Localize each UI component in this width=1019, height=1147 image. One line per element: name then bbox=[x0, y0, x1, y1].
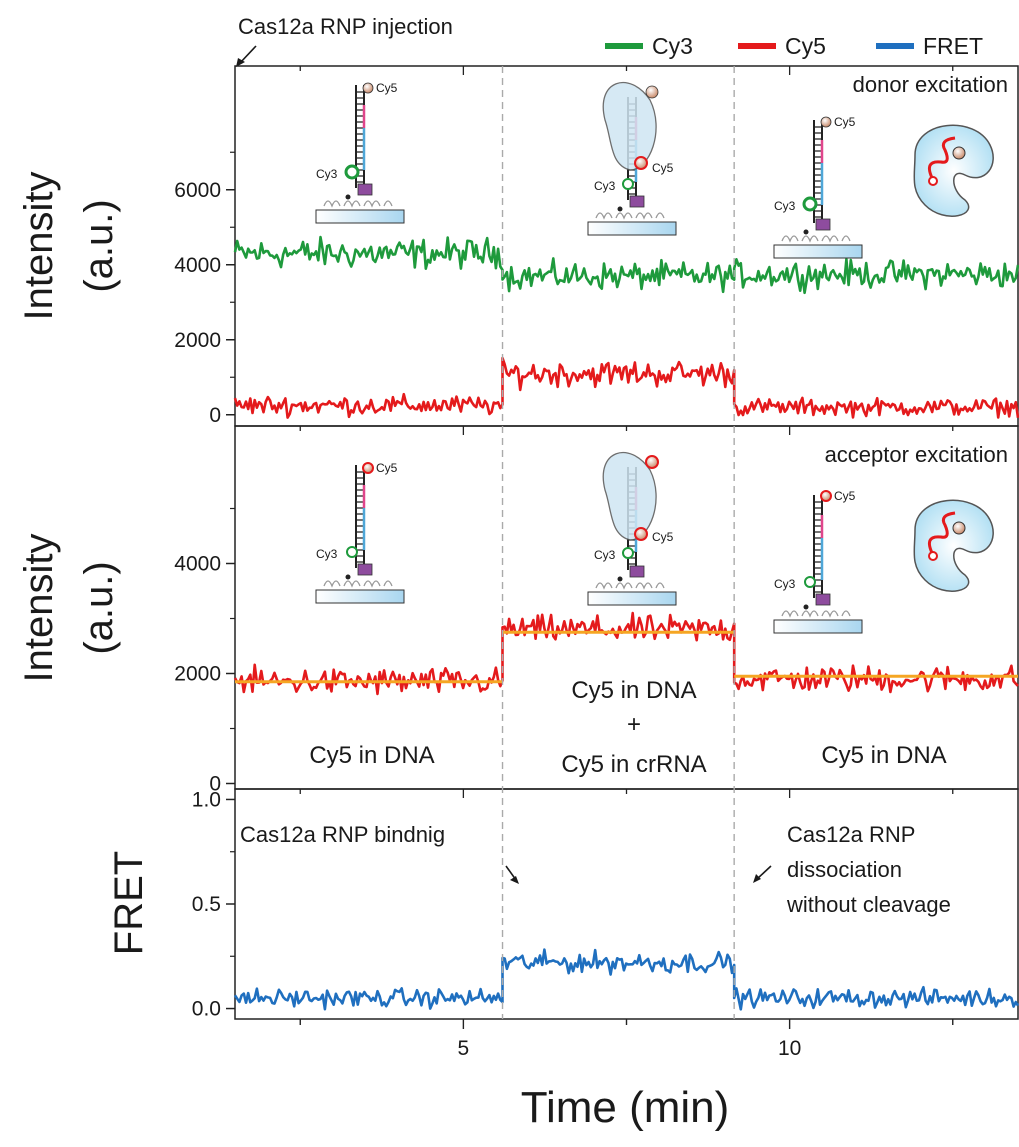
x-tick-label: 5 bbox=[458, 1037, 470, 1060]
y-tick-label: 6000 bbox=[174, 179, 221, 202]
event-lines bbox=[501, 66, 735, 1019]
legend-label-fret: FRET bbox=[923, 33, 983, 59]
dissociation-label-line3: without cleavage bbox=[786, 892, 951, 917]
dye-label: Cy3 bbox=[774, 577, 796, 591]
dye-label: Cy5 bbox=[376, 461, 398, 475]
illustration-panel1-dna: Cy5 Cy3 bbox=[314, 81, 406, 225]
y-tick-label: 2000 bbox=[174, 663, 221, 686]
x-tick-label: 10 bbox=[778, 1037, 801, 1060]
dye-label: Cy3 bbox=[774, 199, 796, 213]
series-line-cy3 bbox=[233, 235, 1019, 295]
dye-label: Cy3 bbox=[594, 548, 616, 562]
series-layer bbox=[233, 235, 1019, 419]
series-line-fret bbox=[233, 948, 1019, 1011]
y-axis-label-line1: Intensity bbox=[17, 172, 61, 321]
y-tick-label: 0.5 bbox=[192, 893, 221, 916]
binding-arrow bbox=[505, 865, 519, 884]
legend-label-cy3: Cy3 bbox=[652, 33, 693, 59]
y-tick-label: 4000 bbox=[174, 553, 221, 576]
region-label-after: Cy5 in DNA bbox=[821, 742, 946, 769]
dye-label: Cy5 bbox=[376, 81, 398, 95]
region-label-bound-line3: Cy5 in crRNA bbox=[561, 751, 706, 778]
region-label-bound-line2: + bbox=[627, 711, 641, 738]
panel-acceptor-excitation: acceptor excitation Intensity (a.u.) 0 20… bbox=[17, 425, 1019, 796]
dye-label: Cy3 bbox=[316, 167, 338, 181]
x-axis: 5 10 bbox=[299, 1019, 954, 1060]
illustration-panel2-free-rnp bbox=[912, 498, 995, 593]
y-tick-label: 1.0 bbox=[192, 788, 221, 811]
dye-label: Cy5 bbox=[652, 530, 674, 544]
series-layer bbox=[233, 611, 1019, 696]
y-tick-label: 0 bbox=[209, 773, 221, 796]
x-axis-label: Time (min) bbox=[521, 1083, 730, 1132]
binding-label: Cas12a RNP bindnig bbox=[240, 822, 445, 847]
series-layer bbox=[233, 948, 1019, 1011]
panel-donor-excitation: donor excitation Intensity (a.u.) 0 2000 4… bbox=[17, 65, 1019, 427]
dye-label: Cy3 bbox=[594, 179, 616, 193]
y-tick-label: 2000 bbox=[174, 329, 221, 352]
illustration-panel1-dna-after: Cy5 Cy3 bbox=[772, 115, 864, 260]
injection-label: Cas12a RNP injection bbox=[238, 14, 453, 39]
panel-title: acceptor excitation bbox=[825, 442, 1008, 467]
y-axis-label: FRET bbox=[107, 851, 151, 955]
axes: 0 2000 4000 bbox=[174, 426, 954, 796]
panel-fret: FRET 0.0 0.5 1.0 Cas12a RNP bindnig Cas12a… bbox=[107, 788, 1019, 1021]
illustration-panel2-bound: Cy5 Cy3 bbox=[586, 452, 678, 607]
illustration-panel2-dna-after: Cy5 Cy3 bbox=[772, 489, 864, 635]
illustration-panel1-bound: Cy5 Cy3 bbox=[586, 82, 678, 237]
dye-label: Cy5 bbox=[834, 115, 856, 129]
legend: Cy3 Cy5 FRET bbox=[605, 33, 983, 59]
series-line-cy5 bbox=[233, 356, 1019, 419]
y-tick-label: 0.0 bbox=[192, 998, 221, 1021]
dissociation-label-line1: Cas12a RNP bbox=[787, 822, 915, 847]
dye-label: Cy5 bbox=[834, 489, 856, 503]
illustration-panel1-free-rnp bbox=[912, 123, 995, 218]
legend-label-cy5: Cy5 bbox=[785, 33, 826, 59]
dissociation-arrow bbox=[753, 865, 772, 883]
y-axis-label-line1: Intensity bbox=[17, 534, 61, 683]
axes: 0.0 0.5 1.0 bbox=[192, 788, 954, 1021]
dye-label: Cy3 bbox=[316, 547, 338, 561]
region-label-before: Cy5 in DNA bbox=[309, 742, 434, 769]
y-axis-label-line2: (a.u.) bbox=[77, 561, 121, 654]
axes: 0 2000 4000 6000 bbox=[174, 66, 954, 427]
illustration-panel2-dna: Cy5 Cy3 bbox=[314, 461, 406, 605]
y-axis-label-line2: (a.u.) bbox=[77, 199, 121, 292]
y-tick-label: 0 bbox=[209, 404, 221, 427]
injection-arrow bbox=[236, 45, 257, 67]
dissociation-label-line2: dissociation bbox=[787, 857, 902, 882]
dye-label: Cy5 bbox=[652, 161, 674, 175]
panel-title: donor excitation bbox=[853, 72, 1008, 97]
region-label-bound-line1: Cy5 in DNA bbox=[571, 677, 696, 704]
y-tick-label: 4000 bbox=[174, 254, 221, 277]
